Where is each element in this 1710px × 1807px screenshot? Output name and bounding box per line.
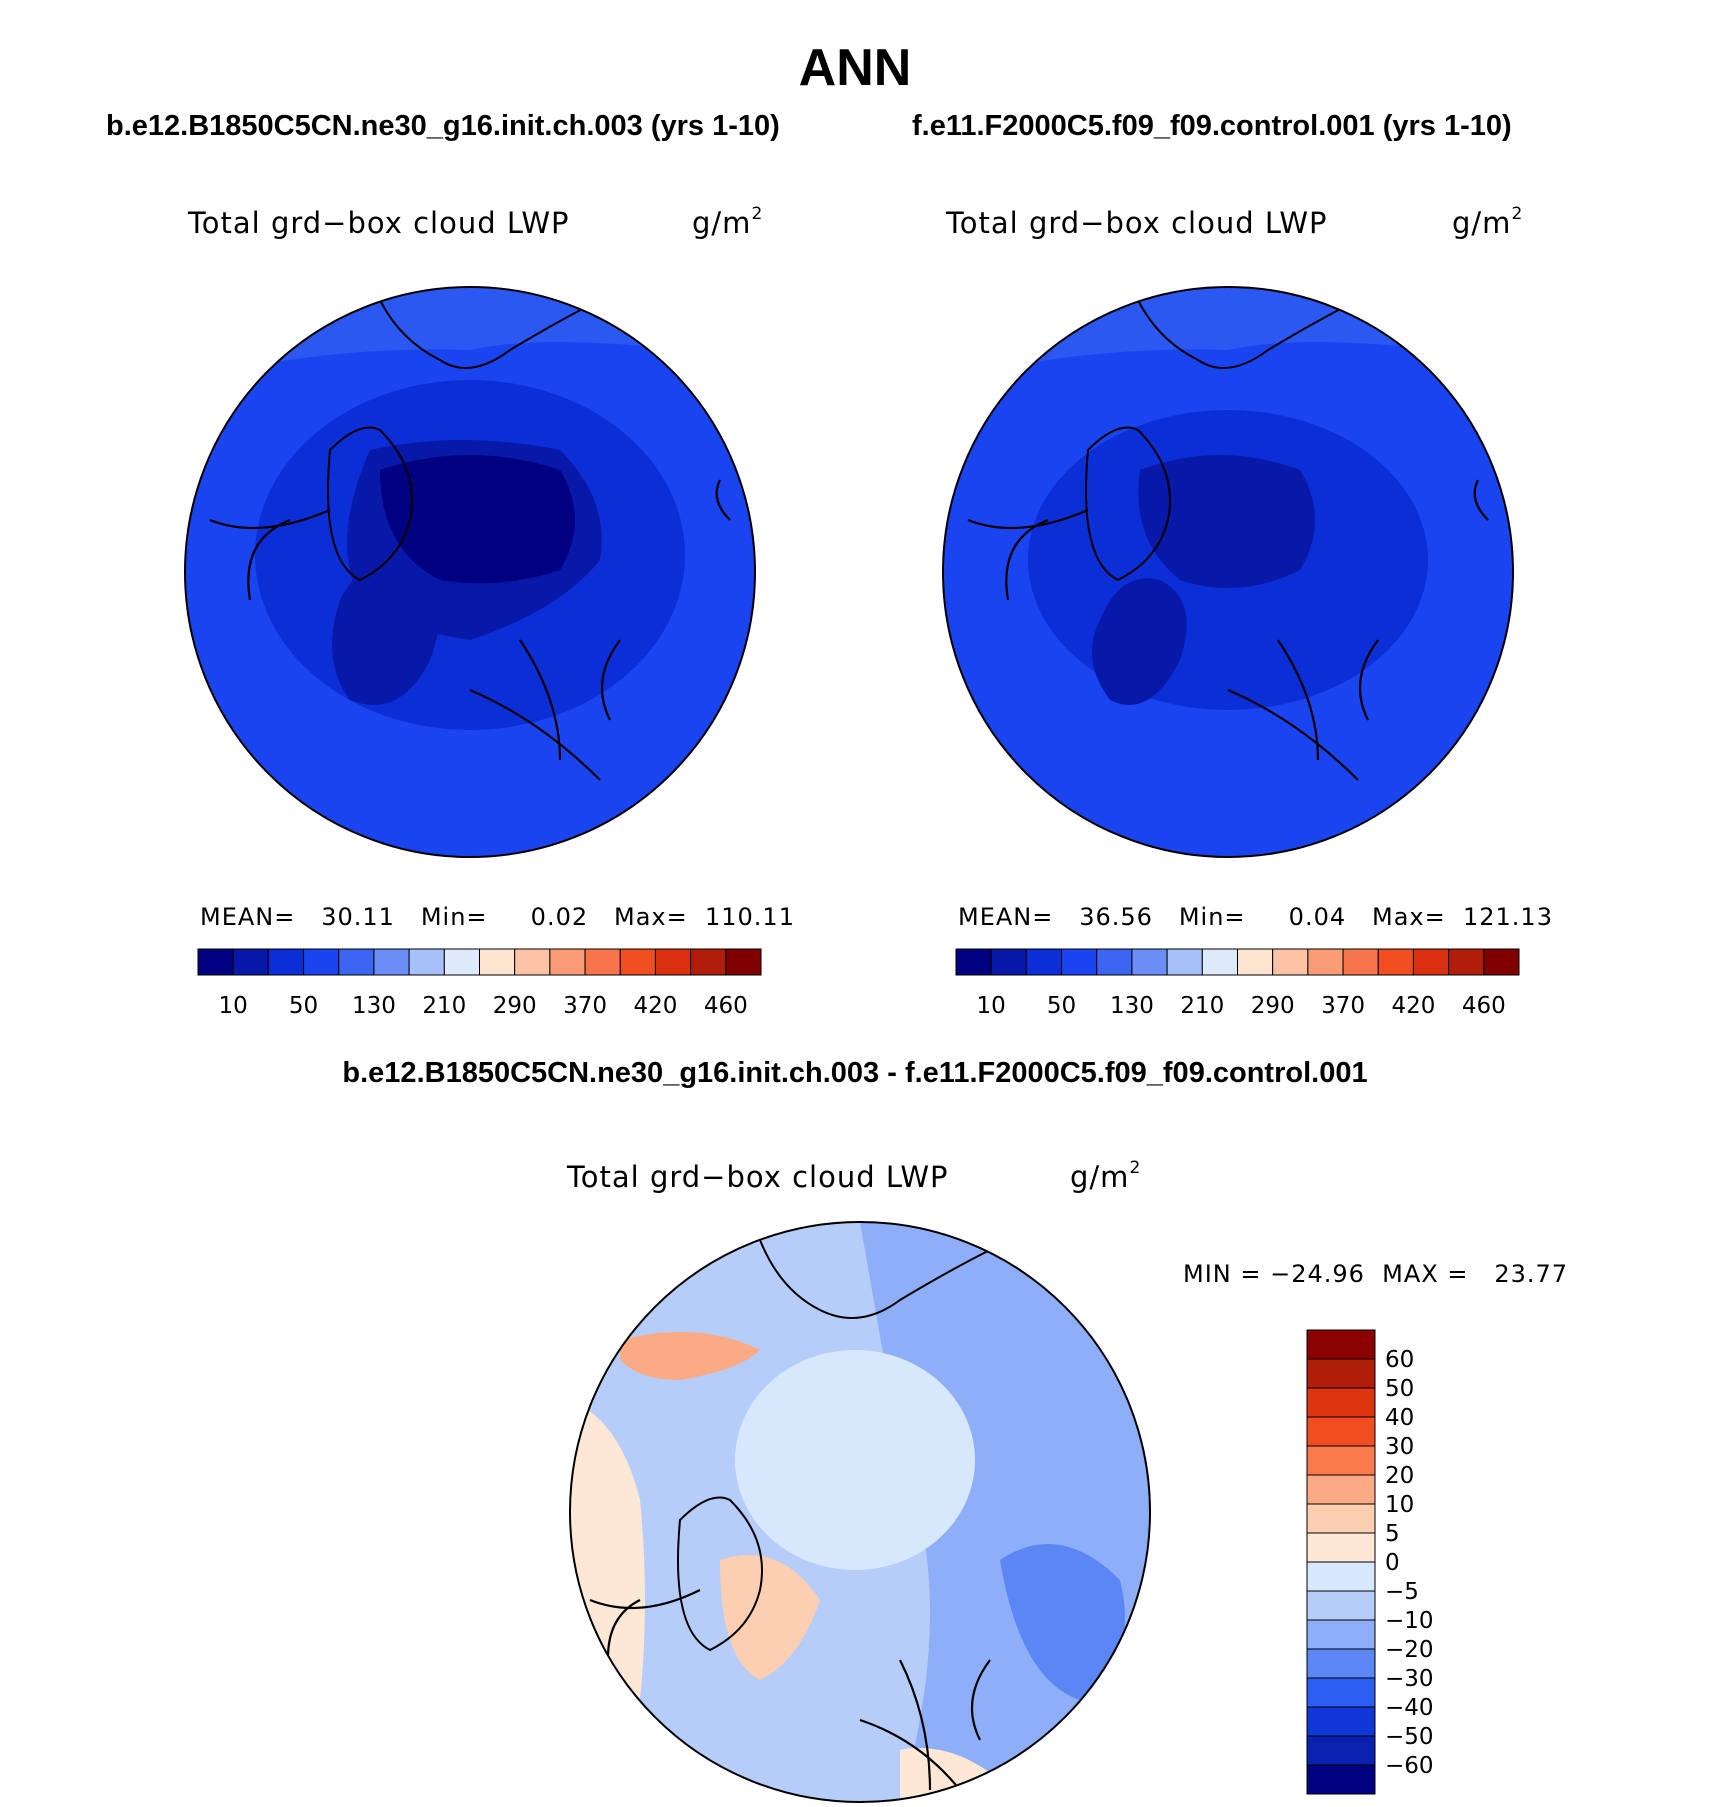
colorbar-diff-tick-label: 20	[1385, 1463, 1414, 1489]
colorbar-left-swatch	[232, 948, 269, 976]
units-label-right: g/m2	[1452, 204, 1524, 240]
colorbar-left-swatch	[584, 948, 621, 976]
stats-left: MEAN= 30.11 Min= 0.02 Max= 110.11	[200, 903, 795, 931]
colorbar-left-swatch	[338, 948, 375, 976]
map-right	[942, 286, 1514, 858]
colorbar-diff-swatch	[1306, 1445, 1376, 1476]
colorbar-right: 10 50 130 210 290 370 420 460	[955, 948, 1520, 1019]
colorbar-right-swatch	[1166, 948, 1203, 976]
colorbar-right-swatch	[1025, 948, 1063, 976]
colorbar-left-swatch	[303, 948, 340, 976]
colorbar-diff-tick-label: 0	[1385, 1550, 1400, 1576]
variable-label-left: Total grd−box cloud LWP	[188, 206, 570, 240]
colorbar-right-swatch	[955, 948, 992, 976]
colorbar-diff-tick-label: 30	[1385, 1434, 1414, 1460]
colorbar-left-swatch	[654, 948, 692, 976]
units-label-left: g/m2	[692, 204, 764, 240]
colorbar-left-swatch	[479, 948, 516, 976]
colorbar-right-swatch	[1272, 948, 1309, 976]
colorbar-right-swatch	[1201, 948, 1238, 976]
colorbar-right-swatch	[1448, 948, 1485, 976]
colorbar-right-swatch	[1412, 948, 1450, 976]
colorbar-right-swatch	[1237, 948, 1274, 976]
colorbar-right-swatch	[990, 948, 1027, 976]
colorbar-left-swatch	[725, 948, 762, 976]
colorbar-diff-swatch	[1306, 1648, 1376, 1679]
colorbar-left-swatch	[408, 948, 445, 976]
colorbar-right-swatch	[1483, 948, 1520, 976]
colorbar-diff-swatch	[1306, 1561, 1376, 1592]
units-label-diff: g/m2	[1070, 1158, 1142, 1194]
colorbar-diff-swatch	[1306, 1387, 1376, 1418]
colorbar-diff-tick-label: −5	[1385, 1579, 1419, 1605]
colorbar-right-swatch	[1096, 948, 1133, 976]
colorbar-right-swatch	[1377, 948, 1414, 976]
colorbar-left-tick-label: 210	[422, 993, 466, 1019]
colorbar-diff-tick-label: −10	[1385, 1608, 1434, 1634]
colorbar-diff-swatch	[1306, 1474, 1376, 1505]
colorbar-right-tick-label: 130	[1110, 993, 1154, 1019]
colorbar-diff-swatch	[1306, 1358, 1376, 1389]
colorbar-diff-tick-label: −50	[1385, 1724, 1434, 1750]
colorbar-right-swatch	[1061, 948, 1098, 976]
colorbar-diff-tick-label: 40	[1385, 1405, 1414, 1431]
map-left	[184, 286, 756, 858]
colorbar-left-swatch	[690, 948, 727, 976]
colorbar-right-tick-label: 420	[1391, 993, 1435, 1019]
colorbar-diff-tick-label: −60	[1385, 1753, 1434, 1779]
colorbar-right-tick-label: 370	[1321, 993, 1365, 1019]
colorbar-right-tick-label: 10	[977, 993, 1006, 1019]
colorbar-diff-swatch	[1306, 1677, 1376, 1708]
colorbar-diff-swatch	[1306, 1503, 1376, 1534]
colorbar-diff-tick-label: 60	[1385, 1347, 1414, 1373]
colorbar-diff-swatch	[1306, 1619, 1376, 1650]
colorbar-left-tick-label: 460	[704, 993, 748, 1019]
colorbar-right-tick-label: 210	[1180, 993, 1224, 1019]
colorbar-diff-swatch	[1306, 1735, 1376, 1766]
colorbar-left-tick-label: 420	[633, 993, 677, 1019]
colorbar-left-swatch	[443, 948, 480, 976]
diff-title: b.e12.B1850C5CN.ne30_g16.init.ch.003 - f…	[342, 1057, 1368, 1089]
colorbar-left-swatch	[619, 948, 656, 976]
stats-diff: MIN = −24.96 MAX = 23.77	[1183, 1260, 1569, 1288]
colorbar-left: 10 50 130 210 290 370 420 460	[197, 948, 762, 1019]
colorbar-diff-swatch	[1306, 1764, 1376, 1795]
colorbar-diff-tick-label: 5	[1385, 1521, 1400, 1547]
colorbar-left-swatch	[267, 948, 305, 976]
case-title-right: f.e11.F2000C5.f09_f09.control.001 (yrs 1…	[912, 110, 1512, 142]
colorbar-left-tick-label: 10	[219, 993, 248, 1019]
colorbar-diff-tick-label: −30	[1385, 1666, 1434, 1692]
colorbar-diff-swatch	[1306, 1532, 1376, 1563]
colorbar-left-swatch	[197, 948, 234, 976]
colorbar-diff-swatch	[1306, 1329, 1376, 1360]
variable-label-diff: Total grd−box cloud LWP	[567, 1160, 949, 1194]
case-title-left: b.e12.B1850C5CN.ne30_g16.init.ch.003 (yr…	[106, 110, 780, 142]
colorbar-diff-swatch	[1306, 1706, 1376, 1737]
colorbar-left-swatch	[549, 948, 586, 976]
colorbar-left-tick-label: 50	[289, 993, 318, 1019]
colorbar-left-tick-label: 370	[563, 993, 607, 1019]
colorbar-left-tick-label: 130	[352, 993, 396, 1019]
figure-title: ANN	[798, 39, 912, 97]
colorbar-left-swatch	[373, 948, 410, 976]
colorbar-right-swatch	[1307, 948, 1344, 976]
colorbar-left-swatch	[514, 948, 551, 976]
colorbar-right-swatch	[1131, 948, 1168, 976]
colorbar-right-tick-label: 460	[1462, 993, 1506, 1019]
map-diff	[569, 1221, 1151, 1803]
stats-right: MEAN= 36.56 Min= 0.04 Max= 121.13	[958, 903, 1553, 931]
colorbar-diff-tick-label: −20	[1385, 1637, 1434, 1663]
colorbar-diff-tick-label: 10	[1385, 1492, 1414, 1518]
colorbar-diff-tick-label: 50	[1385, 1376, 1414, 1402]
colorbar-left-tick-label: 290	[493, 993, 537, 1019]
colorbar-right-swatch	[1342, 948, 1379, 976]
colorbar-right-tick-label: 50	[1047, 993, 1076, 1019]
colorbar-diff-tick-label: −40	[1385, 1695, 1434, 1721]
colorbar-diff-swatch	[1306, 1590, 1376, 1621]
colorbar-diff-swatch	[1306, 1416, 1376, 1447]
colorbar-right-tick-label: 290	[1251, 993, 1295, 1019]
variable-label-right: Total grd−box cloud LWP	[946, 206, 1328, 240]
